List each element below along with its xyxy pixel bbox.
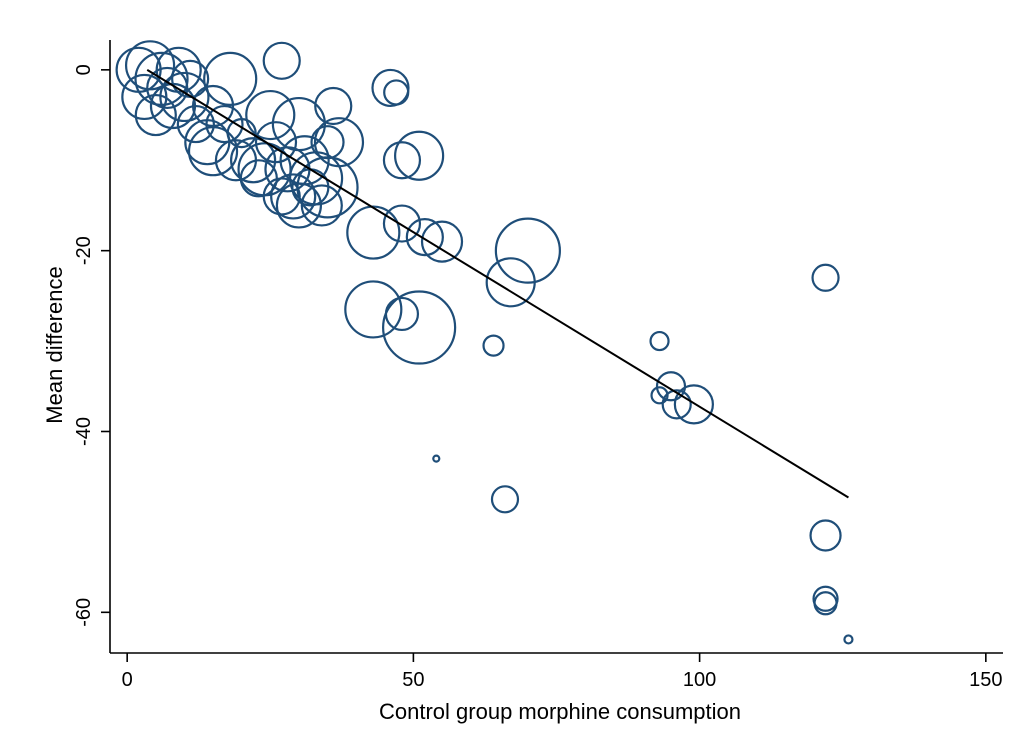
y-tick-label--60: -60 <box>73 598 95 627</box>
data-point-53 <box>650 386 669 405</box>
x-tick-label-50: 50 <box>402 669 424 691</box>
data-point-45 <box>494 217 561 284</box>
y-tick-label--20: -20 <box>73 236 95 265</box>
data-point-33 <box>262 177 301 216</box>
data-point-39 <box>382 141 422 180</box>
data-point-19 <box>254 121 298 164</box>
data-point-46 <box>485 257 536 308</box>
data-point-35 <box>214 139 258 182</box>
data-point-11 <box>176 104 215 144</box>
data-point-57 <box>432 454 441 463</box>
data-point-44 <box>420 220 464 263</box>
x-tick-label-100: 100 <box>683 669 716 691</box>
data-point-59 <box>809 519 842 552</box>
data-point-17 <box>230 137 277 184</box>
axes: 0 50 100 150 0 -20 -40 -60 <box>73 40 1003 691</box>
x-tick-label-0: 0 <box>122 669 133 691</box>
data-point-52 <box>655 371 687 402</box>
data-point-2 <box>124 40 176 91</box>
data-point-49 <box>382 290 457 365</box>
data-point-8 <box>134 93 177 137</box>
data-point-54 <box>661 389 692 420</box>
data-point-32 <box>275 182 323 229</box>
data-point-43 <box>405 218 444 257</box>
data-point-15 <box>205 104 244 144</box>
data-point-51 <box>649 330 670 352</box>
fit-line <box>146 68 849 499</box>
data-point-56 <box>811 263 840 292</box>
data-points <box>115 40 854 645</box>
data-point-12 <box>191 84 235 128</box>
data-point-28 <box>314 86 353 126</box>
data-point-0 <box>262 41 301 80</box>
y-axis-title: Mean difference <box>42 266 67 423</box>
data-point-26 <box>300 184 343 227</box>
data-point-40 <box>394 130 445 181</box>
data-point-62 <box>843 634 854 645</box>
data-point-55 <box>673 384 714 425</box>
data-point-18 <box>245 89 296 141</box>
y-tick-label--40: -40 <box>73 417 95 446</box>
data-point-47 <box>344 280 403 339</box>
x-tick-label-150: 150 <box>969 669 1002 691</box>
data-point-22 <box>271 96 327 152</box>
data-point-34 <box>187 126 239 177</box>
data-point-61 <box>813 591 838 616</box>
data-point-58 <box>490 485 520 514</box>
data-point-10 <box>159 71 210 123</box>
data-point-36 <box>237 142 292 197</box>
data-point-42 <box>382 204 422 243</box>
data-point-60 <box>812 585 839 612</box>
x-axis-title: Control group morphine consumption <box>379 699 741 724</box>
data-point-38 <box>383 79 410 106</box>
data-point-24 <box>270 173 317 220</box>
data-point-50 <box>482 334 505 357</box>
y-tick-label-0: 0 <box>73 64 95 75</box>
data-point-13 <box>203 51 258 106</box>
